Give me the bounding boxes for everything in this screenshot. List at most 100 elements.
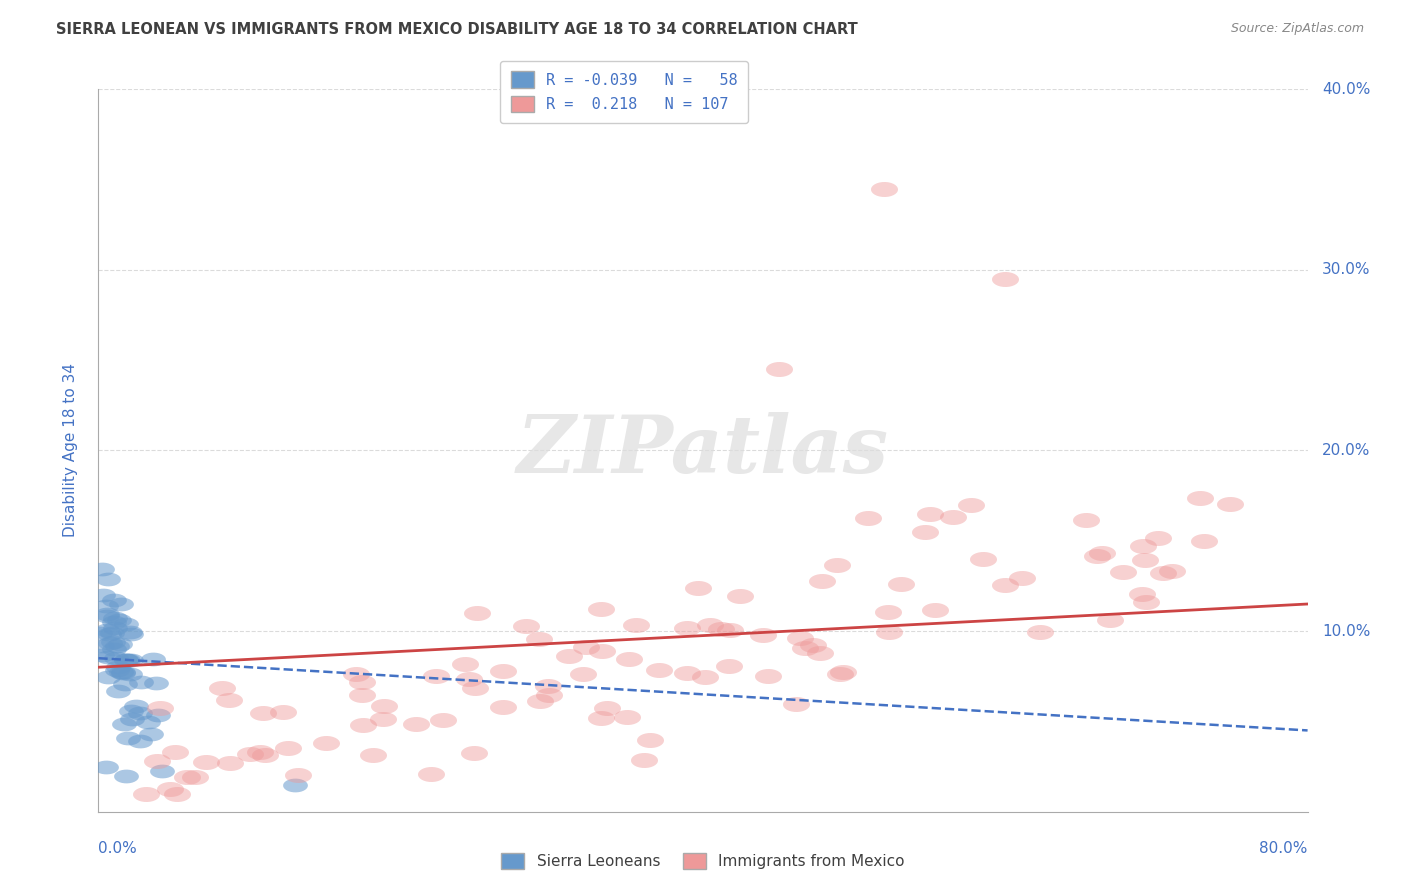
Point bbox=[96, 607, 118, 621]
Point bbox=[103, 634, 125, 648]
Point bbox=[638, 732, 661, 747]
Point bbox=[100, 625, 122, 640]
Point bbox=[1091, 546, 1114, 560]
Point bbox=[994, 272, 1017, 286]
Point bbox=[352, 688, 374, 702]
Point bbox=[1085, 549, 1108, 564]
Point bbox=[972, 552, 994, 566]
Text: Source: ZipAtlas.com: Source: ZipAtlas.com bbox=[1230, 22, 1364, 36]
Point bbox=[942, 509, 965, 524]
Point bbox=[361, 747, 384, 762]
Point bbox=[111, 666, 134, 681]
Point bbox=[139, 727, 162, 741]
Point bbox=[93, 588, 115, 602]
Point bbox=[877, 606, 900, 620]
Point bbox=[219, 756, 242, 771]
Point bbox=[91, 562, 114, 576]
Point bbox=[115, 617, 138, 632]
Point bbox=[103, 615, 125, 629]
Legend: R = -0.039   N =   58, R =  0.218   N = 107: R = -0.039 N = 58, R = 0.218 N = 107 bbox=[501, 61, 748, 123]
Text: 0.0%: 0.0% bbox=[98, 840, 138, 855]
Point bbox=[890, 577, 912, 591]
Point bbox=[1112, 565, 1135, 579]
Point bbox=[752, 628, 775, 642]
Point bbox=[249, 745, 271, 759]
Point bbox=[150, 764, 173, 779]
Point bbox=[1133, 552, 1156, 566]
Point bbox=[94, 759, 117, 773]
Point bbox=[145, 676, 167, 690]
Point bbox=[688, 581, 710, 595]
Point bbox=[107, 613, 129, 627]
Point bbox=[589, 602, 612, 616]
Point bbox=[94, 599, 117, 614]
Point bbox=[96, 623, 118, 637]
Point bbox=[693, 670, 716, 684]
Point bbox=[277, 741, 299, 756]
Point bbox=[107, 660, 129, 674]
Point bbox=[89, 626, 111, 640]
Point bbox=[115, 653, 138, 667]
Point bbox=[346, 667, 368, 681]
Point bbox=[717, 658, 740, 673]
Point bbox=[110, 637, 132, 651]
Point bbox=[120, 653, 142, 667]
Text: 40.0%: 40.0% bbox=[1322, 82, 1371, 96]
Text: 10.0%: 10.0% bbox=[1322, 624, 1371, 639]
Point bbox=[785, 698, 807, 712]
Point bbox=[176, 770, 198, 784]
Point bbox=[271, 705, 294, 719]
Point bbox=[128, 733, 150, 747]
Point bbox=[808, 647, 831, 661]
Point bbox=[97, 572, 120, 586]
Point bbox=[105, 663, 128, 677]
Point bbox=[129, 706, 152, 720]
Point bbox=[104, 621, 127, 635]
Point bbox=[616, 710, 638, 724]
Point bbox=[110, 665, 132, 679]
Point bbox=[1189, 491, 1212, 506]
Point bbox=[149, 701, 172, 715]
Point bbox=[877, 624, 900, 639]
Point bbox=[591, 643, 613, 657]
Point bbox=[117, 731, 139, 746]
Point bbox=[103, 593, 125, 607]
Point bbox=[159, 782, 181, 797]
Point bbox=[252, 706, 274, 721]
Point bbox=[994, 577, 1017, 591]
Point bbox=[107, 683, 129, 698]
Point bbox=[856, 510, 879, 524]
Point bbox=[287, 768, 309, 782]
Point bbox=[166, 787, 188, 801]
Point bbox=[918, 507, 941, 521]
Point bbox=[617, 652, 640, 666]
Point bbox=[125, 698, 148, 713]
Point bbox=[728, 589, 751, 603]
Point bbox=[591, 711, 613, 725]
Point bbox=[699, 618, 721, 632]
Point bbox=[789, 632, 811, 646]
Point bbox=[146, 707, 169, 722]
Point bbox=[420, 766, 443, 780]
Point bbox=[112, 665, 135, 679]
Point bbox=[676, 621, 699, 635]
Point bbox=[537, 679, 560, 693]
Point bbox=[352, 718, 374, 732]
Point bbox=[515, 618, 537, 632]
Point bbox=[709, 622, 731, 636]
Point bbox=[371, 712, 394, 726]
Point bbox=[463, 746, 485, 760]
Point bbox=[120, 626, 142, 640]
Point bbox=[96, 609, 118, 624]
Legend: Sierra Leoneans, Immigrants from Mexico: Sierra Leoneans, Immigrants from Mexico bbox=[495, 847, 911, 875]
Point bbox=[194, 755, 217, 769]
Point bbox=[492, 664, 515, 678]
Text: 20.0%: 20.0% bbox=[1322, 443, 1371, 458]
Point bbox=[648, 663, 671, 677]
Point bbox=[491, 699, 513, 714]
Point bbox=[1219, 497, 1241, 511]
Point bbox=[825, 558, 848, 573]
Point bbox=[624, 618, 647, 632]
Point bbox=[97, 670, 120, 684]
Y-axis label: Disability Age 18 to 34: Disability Age 18 to 34 bbox=[63, 363, 77, 538]
